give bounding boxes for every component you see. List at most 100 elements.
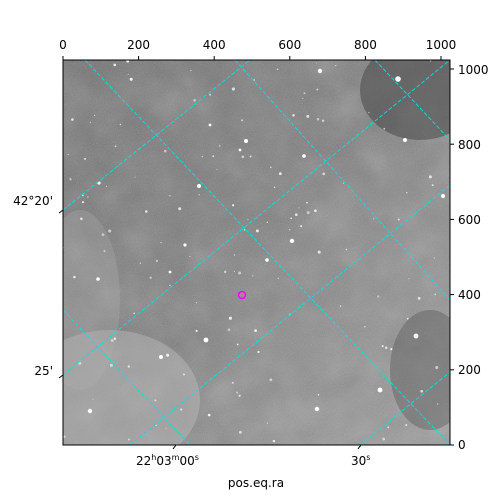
star (406, 317, 409, 320)
star (69, 178, 72, 181)
star (364, 326, 366, 328)
dec-ticks (58, 209, 64, 379)
star (255, 229, 259, 233)
star (306, 201, 308, 204)
dec-tick-label: 42°20' (13, 194, 53, 208)
star (80, 217, 83, 220)
star (302, 154, 306, 158)
grid-line (63, 60, 450, 376)
star (316, 118, 320, 121)
star (163, 149, 167, 153)
star (390, 347, 393, 351)
star (92, 398, 94, 400)
star (96, 277, 100, 281)
star (103, 250, 106, 253)
grid-line (359, 371, 450, 445)
star (73, 275, 76, 279)
star (420, 389, 424, 393)
star (238, 430, 242, 434)
star (178, 207, 182, 211)
star (119, 123, 122, 126)
grid-line (84, 60, 450, 445)
star (83, 157, 87, 160)
star (377, 387, 383, 393)
star (302, 97, 304, 99)
star (269, 378, 273, 382)
star (155, 259, 159, 263)
star (127, 438, 130, 441)
star (169, 284, 171, 287)
star (231, 381, 234, 384)
star (317, 394, 320, 396)
star (166, 353, 170, 357)
right-tick-label: 1000 (458, 63, 489, 77)
top-tick-label: 1000 (426, 38, 457, 52)
star (212, 155, 215, 157)
star (298, 207, 300, 209)
star (238, 394, 241, 397)
star (244, 139, 248, 143)
star (87, 196, 89, 198)
star (276, 68, 279, 71)
star (417, 297, 421, 300)
top-tick-label: 400 (203, 38, 226, 52)
top-tick-label: 800 (354, 38, 377, 52)
star (208, 123, 212, 127)
star (335, 64, 337, 67)
star (339, 305, 342, 307)
star (397, 218, 400, 221)
star (87, 408, 93, 414)
star (154, 399, 157, 402)
star (408, 278, 410, 280)
star (228, 316, 232, 320)
star (278, 172, 282, 176)
star (317, 250, 321, 254)
star (317, 68, 323, 74)
grid-line (374, 60, 450, 141)
star (300, 225, 303, 228)
top-axis (62, 56, 442, 60)
star (232, 204, 235, 207)
star (395, 76, 401, 82)
star (306, 211, 310, 215)
star (241, 155, 245, 159)
star (159, 355, 163, 359)
star (168, 270, 172, 274)
star (195, 302, 198, 304)
coordinate-grid (63, 60, 450, 445)
star (108, 229, 112, 233)
star (292, 113, 295, 117)
grid-line (63, 309, 191, 445)
ra-tick-label: 22h03m00s (136, 453, 199, 468)
star (377, 295, 380, 298)
star (207, 413, 211, 417)
star (238, 271, 242, 275)
top-tick-label: 0 (59, 38, 67, 52)
star (101, 233, 105, 236)
star (233, 271, 236, 273)
star (294, 213, 298, 217)
top-tick-label: 200 (127, 38, 150, 52)
right-tick-label: 200 (458, 363, 481, 377)
star (195, 329, 198, 333)
star (403, 138, 407, 142)
grid-line (63, 60, 251, 211)
star (134, 176, 136, 178)
star (277, 277, 279, 279)
star (190, 70, 192, 72)
star (314, 209, 317, 213)
star (387, 426, 390, 429)
star (249, 155, 252, 158)
star (67, 153, 69, 156)
star (274, 186, 276, 188)
star (113, 337, 117, 340)
star (342, 182, 345, 184)
star (373, 218, 375, 220)
star (218, 144, 221, 147)
ra-ticks (172, 444, 362, 450)
star (243, 228, 246, 231)
dec-tick-label: 25' (34, 364, 53, 378)
right-tick-label: 600 (458, 213, 481, 227)
star (236, 391, 239, 394)
star (233, 254, 236, 256)
